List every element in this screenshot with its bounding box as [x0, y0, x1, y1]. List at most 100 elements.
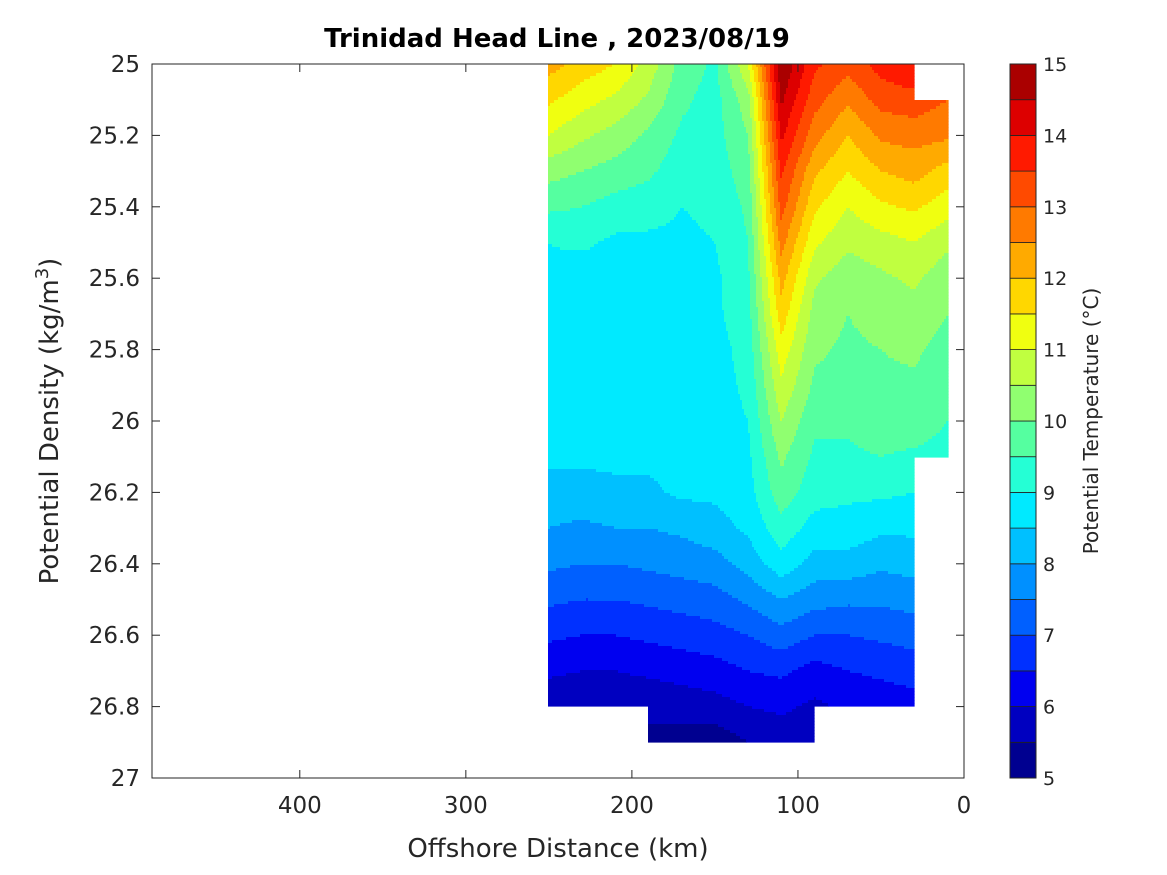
- contour-cell: [666, 97, 695, 101]
- contour-cell: [814, 370, 949, 374]
- contour-cell: [596, 469, 753, 473]
- contour-cell: [760, 178, 765, 182]
- contour-cell: [548, 436, 751, 440]
- contour-cell: [548, 592, 729, 596]
- contour-cell: [754, 265, 761, 269]
- contour-cell: [748, 88, 753, 92]
- contour-cell: [772, 592, 795, 596]
- contour-cell: [784, 169, 795, 173]
- contour-cell: [746, 229, 753, 233]
- contour-cell: [750, 436, 763, 440]
- contour-cell: [754, 160, 759, 164]
- contour-cell: [800, 82, 813, 86]
- contour-cell: [600, 130, 645, 134]
- contour-cell: [798, 271, 809, 275]
- contour-cell: [548, 478, 655, 482]
- contour-cell: [760, 421, 771, 425]
- contour-cell: [788, 268, 799, 272]
- contour-cell: [764, 184, 769, 188]
- contour-cell: [804, 172, 819, 176]
- contour-cell: [860, 331, 937, 335]
- contour-cell: [590, 76, 631, 80]
- contour-cell: [764, 121, 769, 125]
- contour-cell: [828, 703, 915, 707]
- contour-cell: [788, 235, 799, 239]
- contour-cell: [550, 211, 679, 215]
- contour-cell: [754, 580, 817, 584]
- contour-cell: [786, 205, 797, 209]
- colorbar-swatch: [1009, 670, 1037, 708]
- contour-cell: [762, 367, 773, 371]
- contour-cell: [780, 253, 783, 257]
- contour-cell: [548, 694, 723, 698]
- contour-cell: [760, 85, 765, 89]
- contour-cell: [834, 187, 867, 191]
- contour-cell: [550, 526, 615, 530]
- contour-cell: [548, 208, 571, 212]
- contour-cell: [776, 448, 791, 452]
- contour-cell: [774, 292, 781, 296]
- contour-cell: [724, 556, 761, 560]
- contour-cell: [734, 364, 755, 368]
- contour-cell: [944, 253, 949, 257]
- contour-cell: [548, 634, 581, 638]
- contour-cell: [752, 127, 757, 131]
- contour-cell: [766, 217, 773, 221]
- contour-cell: [766, 262, 773, 266]
- contour-cell: [648, 91, 669, 95]
- contour-cell: [750, 439, 763, 443]
- contour-cell: [764, 127, 769, 131]
- contour-cell: [788, 79, 801, 83]
- contour-cell: [762, 67, 767, 71]
- contour-cell: [792, 709, 815, 713]
- contour-cell: [748, 418, 761, 422]
- contour-cell: [874, 163, 943, 167]
- contour-cell: [722, 553, 759, 557]
- contour-cell: [768, 472, 805, 476]
- contour-cell: [798, 160, 811, 164]
- contour-cell: [660, 679, 885, 683]
- contour-cell: [806, 280, 821, 284]
- contour-cell: [836, 184, 863, 188]
- contour-cell: [772, 136, 777, 140]
- contour-cell: [802, 412, 949, 416]
- contour-cell: [762, 286, 769, 290]
- contour-cell: [684, 577, 753, 581]
- colorbar-swatch: [1009, 277, 1037, 315]
- contour-cell: [804, 67, 819, 71]
- contour-cell: [750, 94, 753, 98]
- colorbar-label: Potential Temperature (°C): [1079, 288, 1103, 555]
- contour-cell: [748, 574, 779, 578]
- contour-cell: [668, 148, 727, 152]
- contour-cell: [772, 568, 795, 572]
- contour-cell: [778, 229, 789, 233]
- contour-cell: [770, 154, 775, 158]
- contour-cell: [798, 616, 915, 620]
- contour-cell: [762, 163, 767, 167]
- colorbar-tick-label: 11: [1043, 340, 1067, 362]
- contour-cell: [780, 415, 785, 419]
- contour-cell: [672, 646, 773, 650]
- contour-cell: [780, 166, 785, 170]
- contour-cell: [764, 307, 771, 311]
- contour-cell: [772, 97, 777, 101]
- contour-cell: [548, 490, 665, 494]
- contour-cell: [774, 199, 779, 203]
- contour-cell: [778, 151, 791, 155]
- contour-cell: [864, 154, 949, 158]
- contour-cell: [750, 298, 757, 302]
- contour-cell: [548, 433, 751, 437]
- contour-cell: [780, 175, 783, 179]
- contour-cell: [808, 700, 823, 704]
- contour-cell: [792, 109, 805, 113]
- contour-cell: [718, 586, 763, 590]
- contour-cell: [750, 274, 757, 278]
- contour-cell: [548, 394, 741, 398]
- contour-cell: [764, 316, 773, 320]
- contour-cell: [748, 241, 755, 245]
- contour-cell: [548, 577, 685, 581]
- contour-cell: [770, 67, 775, 71]
- contour-cell: [660, 484, 755, 488]
- contour-cell: [760, 94, 765, 98]
- contour-cell: [744, 220, 753, 224]
